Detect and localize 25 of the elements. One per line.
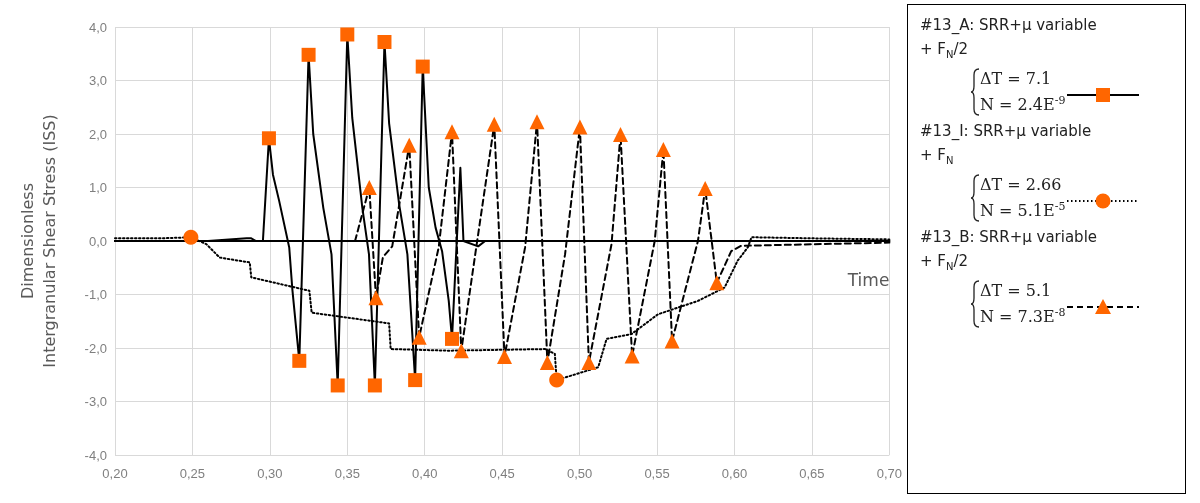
y-tick-label: 0,0 — [88, 233, 107, 249]
x-tick-label: 0,45 — [489, 466, 515, 481]
y-tick-label: 3,0 — [88, 73, 107, 88]
y-tick-label: -1,0 — [84, 287, 107, 302]
x-axis-title: Time — [846, 269, 890, 290]
x-tick-label: 0,50 — [566, 466, 593, 481]
x-tick-label: 0,65 — [799, 466, 825, 481]
x-tick-label: 0,25 — [179, 466, 206, 481]
x-tick-label: 0,70 — [876, 466, 903, 481]
text: #13_I: SRR+μ variable + F$_{N}$ ΔT = 2.66 N = 5.1E$^{-5}$ — [920, 122, 1092, 221]
y-tick-label: -3,0 — [84, 394, 107, 409]
y-tick-label: 4,0 — [88, 19, 107, 35]
x-tick-label: 0,35 — [334, 466, 360, 481]
x-tick-label: 0,20 — [102, 466, 128, 481]
y-tick-label: 1,0 — [88, 180, 107, 195]
text: #13_A: SRR+μ variable + F$_{N}$/2 ΔT = 7.1 N = 2.4E$^{-9}$ — [920, 15, 1098, 117]
y-tick-label: -2,0 — [84, 340, 107, 356]
x-tick-label: 0,40 — [412, 466, 438, 481]
y-axis-title: Dimensionless Intergranular Shear Stress (ISS) — [17, 114, 59, 368]
y-tick-label: -4,0 — [84, 447, 107, 463]
y-tick-label: 2,0 — [88, 126, 107, 142]
x-tick-label: 0,30 — [257, 466, 283, 481]
x-tick-label: 0,60 — [721, 466, 748, 481]
text: #13_B: SRR+μ variable + F$_{N}$/2 ΔT = 5.1 N = 7.3E$^{-8}$ — [920, 227, 1099, 329]
x-tick-label: 0,55 — [644, 466, 670, 481]
